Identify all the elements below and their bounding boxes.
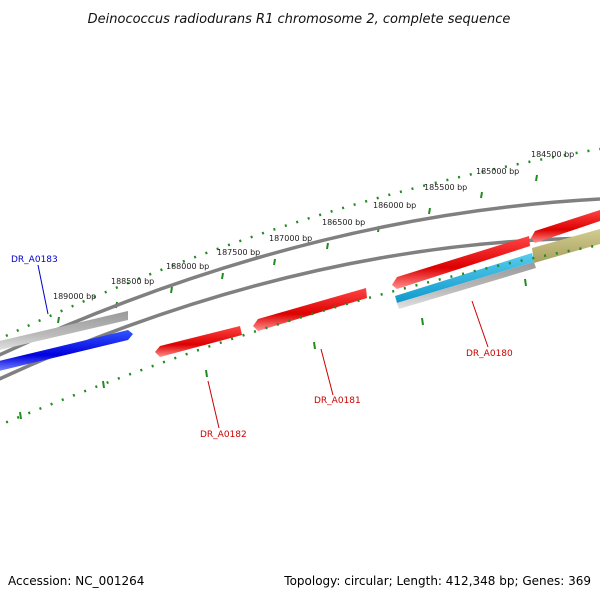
leader-dr-a0183 (37, 264, 49, 315)
major-tick (57, 316, 60, 324)
major-tick (273, 258, 276, 266)
tick-label: 185000 bp (476, 167, 519, 176)
tick-label: 188000 bp (166, 262, 209, 271)
major-tick (221, 272, 224, 280)
inner-tick-ring (0, 243, 600, 427)
gene-gray-forward (0, 311, 128, 350)
tick-label: 186500 bp (322, 218, 365, 227)
major-tick (428, 207, 431, 215)
tick-label: 188500 bp (111, 277, 154, 286)
gene-label-dr-a0182[interactable]: DR_A0182 (200, 430, 247, 440)
backbone-upper (0, 197, 600, 357)
major-tick (480, 191, 483, 199)
tick-label: 185500 bp (424, 183, 467, 192)
gene-label-dr-a0181[interactable]: DR_A0181 (314, 396, 361, 406)
inner-major-tick (19, 411, 22, 420)
tick-label: 186000 bp (373, 201, 416, 210)
gene-olive (532, 229, 600, 263)
tick-label: 189000 bp (53, 292, 96, 301)
inner-major-tick (313, 341, 316, 350)
major-tick (326, 242, 329, 250)
reverse-genes (155, 210, 600, 357)
inner-major-tick (205, 369, 208, 378)
gene-label-dr-a0180[interactable]: DR_A0180 (466, 349, 513, 359)
major-tick (170, 286, 173, 294)
map-title: Deinococcus radiodurans R1 chromosome 2,… (88, 12, 511, 27)
leader-dr-a0181 (320, 348, 334, 396)
gene-dr-a0182 (155, 326, 242, 357)
leader-dr-a0180 (471, 300, 489, 348)
gene-gray-reverse (397, 262, 536, 309)
gene-red-right (531, 210, 600, 243)
summary-text: Topology: circular; Length: 412,348 bp; … (283, 574, 591, 588)
gene-cyan (395, 253, 534, 303)
tick-label: 187000 bp (269, 234, 312, 243)
inner-major-tick (524, 278, 527, 287)
tick-labels: 189000 bp 188500 bp 188000 bp 187500 bp 1870… (53, 150, 574, 301)
leader-dr-a0182 (207, 380, 220, 429)
inner-major-tick (421, 317, 424, 326)
tick-label: 184500 bp (531, 150, 574, 159)
gene-label-dr-a0183[interactable]: DR_A0183 (11, 255, 58, 265)
gene-dr-a0183 (0, 330, 133, 371)
accession-text: Accession: NC_001264 (8, 574, 144, 588)
inner-major-ticks (19, 278, 527, 420)
gene-dr-a0181 (253, 288, 367, 331)
outer-tick-ring: 189000 bp 188500 bp 188000 bp 187500 bp 1870… (0, 147, 600, 341)
tick-label: 187500 bp (217, 248, 260, 257)
gene-dr-a0180 (392, 236, 530, 289)
inner-major-tick (102, 380, 105, 389)
forward-genes (0, 311, 133, 371)
major-tick (535, 174, 538, 182)
